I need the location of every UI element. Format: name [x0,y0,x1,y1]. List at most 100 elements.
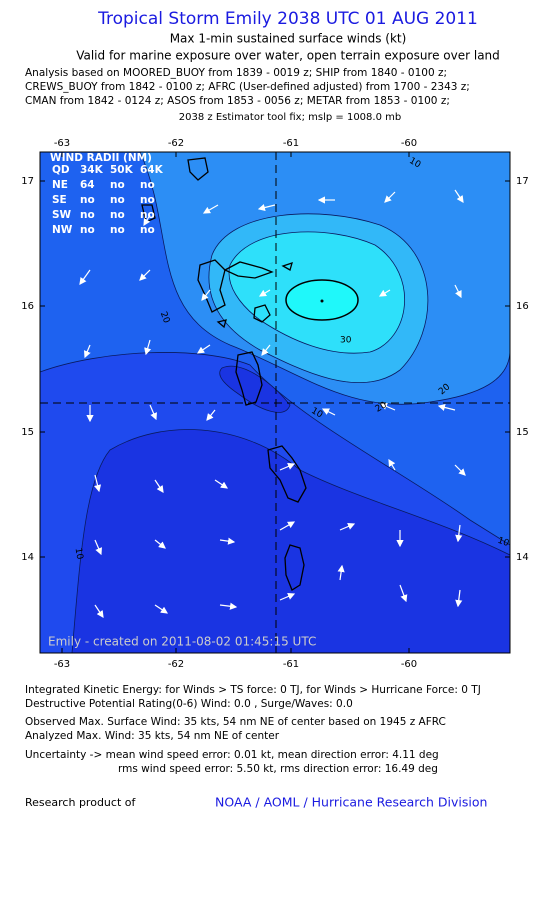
radii-cell: no [110,179,125,191]
wind-arrow [321,408,336,416]
footer-line: Analyzed Max. Wind: 35 kts, 54 nm NE of … [25,730,280,742]
wind-arrow [455,524,463,543]
wind-arrow [454,284,462,299]
wind-arrow [197,344,211,354]
wind-arrow [454,189,464,203]
lon-label: -60 [401,138,417,149]
radii-cell: no [110,209,125,221]
wind-arrow [279,463,296,471]
wind-arrow [214,479,228,489]
center-marker [320,299,324,303]
footer-line: Destructive Potential Rating(0-6) Wind: … [25,698,353,710]
wind-arrow [261,344,271,356]
footer-line: rms wind speed error: 5.50 kt, rms direc… [118,763,438,775]
lon-label: -61 [283,138,299,149]
footer-line: Integrated Kinetic Energy: for Winds > T… [25,684,481,696]
wind-arrow [154,479,164,493]
lat-label: 14 [21,552,34,563]
wind-arrow [399,584,408,603]
map-field [40,152,510,653]
contour-label: 30 [340,336,352,346]
radii-cell: no [80,194,95,206]
wind-arrow [454,464,466,476]
wind-arrow [139,269,151,281]
radii-cell: no [80,209,95,221]
analysis-line: Analysis based on MOORED_BUOY from 1839 … [25,67,447,79]
wind-arrow [94,539,102,556]
wind-arrow [384,191,396,203]
radii-cell: no [110,224,125,236]
wind-arrow [143,214,151,227]
contour-label: 10 [73,547,85,560]
lon-label: -63 [54,138,70,149]
wind-arrow [201,289,211,301]
radii-header: 64K [140,164,164,176]
wind-arrow [202,204,219,214]
wind-arrow [379,403,396,411]
radii-header: 34K [80,164,104,176]
lon-label: -61 [283,659,299,670]
wind-arrow [337,564,345,581]
contour-label: 10 [496,536,510,549]
wind-arrow [144,339,152,356]
research-label: Research product of [25,796,136,809]
radii-cell: no [140,179,155,191]
credit: Emily - created on 2011-08-02 01:45:15 U… [48,635,316,649]
analysis-line: CREWS_BUOY from 1842 - 0100 z; AFRC (Use… [25,81,470,93]
wind-arrow [154,539,166,549]
wind-arrow [206,409,216,421]
radii-title: WIND RADII (NM) [50,152,152,164]
lat-label: 16 [516,301,529,312]
radii-cell: no [140,209,155,221]
radii-cell: NW [52,224,73,236]
estimator: 2038 z Estimator tool fix; mslp = 1008.0… [179,112,401,123]
wind-arrow [339,523,356,531]
lat-label: 14 [516,552,529,563]
radii-cell: no [140,194,155,206]
analysis-line: CMAN from 1842 - 0124 z; ASOS from 1853 … [25,95,450,107]
wind-arrow [94,474,102,493]
wind-arrow [219,537,236,545]
wind-arrow [79,269,91,285]
footer-line: Observed Max. Surface Wind: 35 kts, 54 n… [25,716,446,728]
lat-label: 15 [21,427,34,438]
lon-label: -62 [168,138,184,149]
subtitle: Max 1-min sustained surface winds (kt) [170,32,407,46]
coastlines [141,157,307,591]
lat-label: 16 [21,301,34,312]
map-frame [39,151,511,654]
radii-cell: no [110,194,125,206]
radii-cell: NE [52,179,68,191]
lat-label: 15 [516,427,529,438]
lon-label: -63 [54,659,70,670]
title: Tropical Storm Emily 2038 UTC 01 AUG 201… [97,9,478,29]
wind-arrow [279,593,296,601]
radii-cell: no [140,224,155,236]
org-link[interactable]: NOAA / AOML / Hurricane Research Divisio… [215,795,487,810]
wind-arrow [94,604,104,618]
wind-arrow [388,458,396,471]
wind-arrow [149,404,157,421]
radii-header: QD [52,164,70,176]
wind-arrow [455,589,463,608]
lon-label: -60 [401,659,417,670]
wind-arrow [279,521,296,531]
lat-label: 17 [21,176,34,187]
radii-header: 50K [110,164,134,176]
radii-cell: 64 [80,179,95,191]
contour-label: 20 [158,310,171,324]
wind-arrow [437,403,456,411]
lon-label: -62 [168,659,184,670]
validity: Valid for marine exposure over water, op… [76,49,500,63]
wind-arrow [257,204,276,212]
wind-arrow [378,289,391,297]
radii-cell: SW [52,209,72,221]
wind-arrows [79,189,466,618]
wind-arrow [258,289,271,297]
footer-line: Uncertainty -> mean wind speed error: 0.… [25,749,439,761]
radii-cell: no [80,224,95,236]
wind-arrow [154,604,168,614]
wind-arrow [83,344,91,359]
wind-arrow [219,602,238,610]
